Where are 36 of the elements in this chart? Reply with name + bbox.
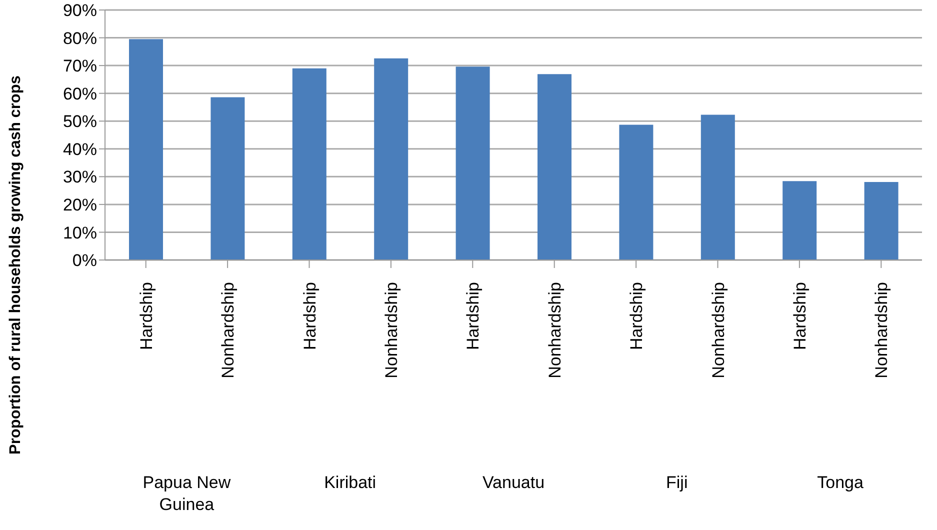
x-tick-label: Hardship bbox=[790, 282, 810, 350]
y-tick-label: 80% bbox=[62, 28, 97, 48]
y-tick-label: 40% bbox=[62, 140, 97, 159]
bar bbox=[700, 114, 735, 260]
y-tick-label: 50% bbox=[62, 112, 97, 132]
y-tick-label: 30% bbox=[62, 168, 97, 187]
bar bbox=[456, 66, 490, 260]
text: Tonga bbox=[816, 472, 864, 494]
text: Fiji bbox=[665, 472, 689, 494]
bar bbox=[374, 58, 408, 260]
text: Papua New Guinea bbox=[142, 472, 232, 516]
bar bbox=[864, 182, 898, 260]
y-tick-label: 60% bbox=[62, 84, 97, 104]
x-tick-label: Hardship bbox=[627, 282, 646, 350]
x-tick-label: Nonhardship bbox=[545, 282, 564, 378]
bar bbox=[129, 39, 163, 260]
x-tick-label: Hardship bbox=[464, 282, 483, 350]
bar bbox=[782, 181, 817, 260]
bar bbox=[292, 68, 326, 260]
x-tick-label: Hardship bbox=[136, 282, 156, 350]
y-tick-label: 0% bbox=[72, 251, 97, 270]
x-tick-label: Nonhardship bbox=[218, 282, 238, 378]
x-tick-label: Hardship bbox=[300, 282, 320, 350]
y-tick-label: 10% bbox=[62, 223, 97, 242]
bar bbox=[210, 97, 245, 260]
y-tick-label: 90% bbox=[62, 1, 97, 20]
y-tick-label: 70% bbox=[62, 56, 97, 76]
bar bbox=[619, 124, 654, 260]
y-axis-title: Proportion of rural households growing cash crops bbox=[7, 76, 24, 454]
text: Kiribati bbox=[323, 472, 378, 494]
y-tick-label: 20% bbox=[62, 195, 97, 214]
text: Vanuatu bbox=[481, 472, 546, 494]
x-tick-label: Nonhardship bbox=[708, 282, 728, 378]
x-tick-label: Nonhardship bbox=[382, 282, 401, 378]
x-tick-label: Nonhardship bbox=[872, 282, 892, 378]
bar bbox=[538, 74, 572, 260]
